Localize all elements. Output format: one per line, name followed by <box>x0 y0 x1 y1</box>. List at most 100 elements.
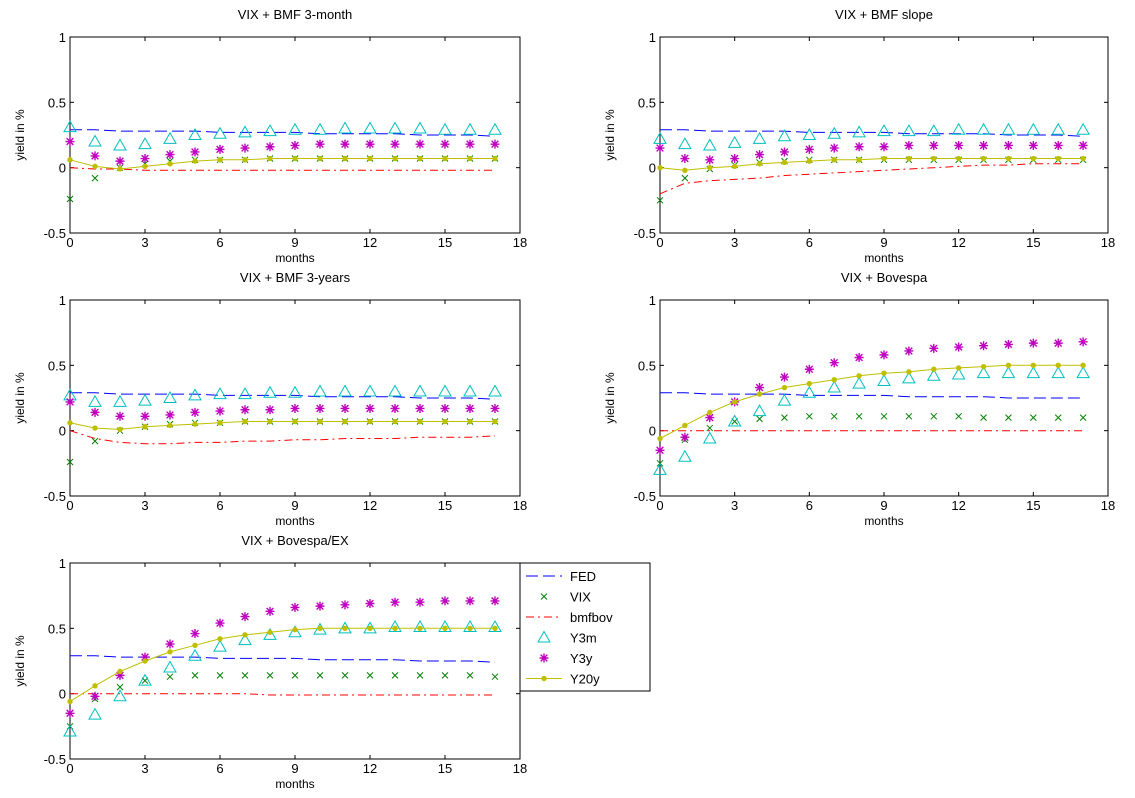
x-axis-label: months <box>864 251 903 265</box>
point-Y3m <box>388 384 402 397</box>
point-Y20y <box>217 157 223 163</box>
point-Y3y <box>190 629 200 639</box>
point-Y20y <box>317 625 323 632</box>
series-bmfbov <box>70 693 495 696</box>
legend-label: bmfbov <box>570 610 613 625</box>
point-Y3y <box>854 352 864 362</box>
point-Y3m <box>263 627 277 640</box>
point-VIX <box>116 683 124 691</box>
point-Y3m <box>1026 122 1041 135</box>
point-Y20y <box>657 435 663 442</box>
x-tick-label: 3 <box>141 498 148 513</box>
point-Y20y <box>856 373 862 379</box>
point-Y3y <box>465 596 475 606</box>
x-tick-label: 3 <box>731 235 738 250</box>
x-tick-label: 6 <box>216 761 223 776</box>
point-Y3m <box>213 639 227 652</box>
point-Y20y <box>417 418 423 425</box>
point-Y20y <box>367 418 373 425</box>
point-Y3m <box>902 371 916 384</box>
point-Y3m <box>313 384 327 397</box>
point-Y3m <box>852 125 866 138</box>
point-Y3y <box>755 150 765 160</box>
point-Y20y <box>1055 362 1061 369</box>
point-Y20y <box>217 636 223 642</box>
point-Y20y <box>492 625 498 632</box>
series-Y3y <box>65 137 500 166</box>
point-Y3m <box>802 127 817 140</box>
point-Y20y <box>292 626 298 633</box>
x-tick-label: 0 <box>66 498 73 513</box>
point-Y3m <box>238 125 252 138</box>
series-Y3y <box>655 140 1088 165</box>
point-VIX <box>316 672 324 679</box>
point-VIX <box>1079 414 1087 421</box>
x-tick-label: 18 <box>1101 498 1115 513</box>
x-tick-label: 15 <box>1026 498 1040 513</box>
point-VIX <box>681 174 689 182</box>
y-tick-label: 1 <box>59 556 66 571</box>
point-Y3y <box>365 139 375 149</box>
y-tick-label: -0.5 <box>44 489 66 504</box>
point-Y3y <box>365 403 375 413</box>
subplot-title: VIX + BMF 3-years <box>240 270 351 285</box>
x-tick-label: 0 <box>656 235 663 250</box>
point-Y3y <box>779 147 789 157</box>
point-Y3y <box>415 597 425 607</box>
point-Y20y <box>442 155 448 162</box>
point-Y3m <box>88 394 102 407</box>
point-Y20y <box>1030 362 1037 369</box>
x-tick-label: 18 <box>513 761 527 776</box>
x-tick-label: 12 <box>951 498 965 513</box>
point-Y20y <box>781 159 788 166</box>
series-line-FED <box>70 392 496 400</box>
point-Y3y <box>465 139 475 149</box>
point-Y3m <box>976 366 991 379</box>
point-Y20y <box>367 155 373 162</box>
y-tick-label: -0.5 <box>44 226 66 241</box>
point-Y20y <box>117 166 123 172</box>
point-Y20y <box>955 365 962 371</box>
point-Y3m <box>113 138 127 151</box>
point-Y3y <box>315 601 325 611</box>
point-Y3y <box>315 139 325 149</box>
y-axis-label: yield in % <box>13 372 27 424</box>
point-Y3m <box>63 120 77 133</box>
point-Y3y <box>215 144 225 154</box>
point-VIX <box>266 672 274 679</box>
series-line-FED <box>70 129 496 137</box>
series-FED <box>660 129 1084 137</box>
point-Y3m <box>653 131 667 144</box>
point-Y3y <box>1078 140 1088 150</box>
point-Y3m <box>488 122 502 135</box>
point-Y20y <box>192 642 198 649</box>
point-VIX <box>166 673 174 681</box>
point-Y3m <box>188 648 202 661</box>
point-Y20y <box>92 163 98 170</box>
legend-label: FED <box>570 569 596 584</box>
y-tick-label: 0.5 <box>638 95 656 110</box>
point-Y3m <box>926 368 941 381</box>
subplot-title: VIX + Bovespa/EX <box>241 533 349 548</box>
point-Y3m <box>138 137 152 150</box>
point-Y3m <box>163 131 177 144</box>
point-Y3y <box>240 612 250 622</box>
point-Y3m <box>727 135 742 148</box>
point-Y20y <box>367 625 373 632</box>
point-Y3y <box>1028 140 1038 150</box>
x-tick-label: 9 <box>291 235 298 250</box>
point-Y20y <box>267 418 273 425</box>
point-Y20y <box>1005 362 1012 369</box>
point-Y3y <box>804 144 814 154</box>
point-Y3m <box>263 385 277 398</box>
point-Y3m <box>313 122 327 135</box>
series-line-Y20y <box>659 158 1084 171</box>
point-Y3m <box>488 384 502 397</box>
series-Y3y <box>65 397 500 421</box>
point-VIX <box>91 174 99 182</box>
subplot-title: VIX + BMF slope <box>835 7 933 22</box>
point-Y3m <box>363 384 377 397</box>
point-Y20y <box>442 625 448 632</box>
